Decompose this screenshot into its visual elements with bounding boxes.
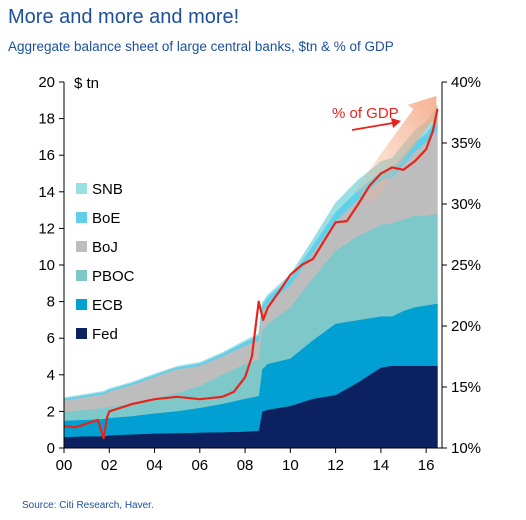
annotation-arrow-head bbox=[391, 118, 401, 128]
x-tick-label: 10 bbox=[282, 457, 299, 474]
x-tick-label: 16 bbox=[418, 457, 435, 474]
legend-swatch-pboc bbox=[76, 270, 87, 281]
x-tick-label: 00 bbox=[56, 457, 73, 474]
y-left-axis-label: $ tn bbox=[74, 75, 99, 92]
x-tick-label: 04 bbox=[146, 457, 163, 474]
annotation-label: % of GDP bbox=[332, 105, 399, 122]
y-right-tick-label: 30% bbox=[451, 196, 481, 213]
legend-swatch-snb bbox=[76, 183, 87, 194]
y-right-tick-label: 40% bbox=[451, 74, 481, 91]
y-left-tick-label: 16 bbox=[38, 147, 55, 164]
x-tick-label: 08 bbox=[237, 457, 254, 474]
chart-title: More and more and more! bbox=[8, 6, 240, 28]
annotation: % of GDP bbox=[332, 105, 401, 131]
source-note: Source: Citi Research, Haver. bbox=[22, 500, 154, 511]
x-tick-label: 06 bbox=[191, 457, 208, 474]
y-left-tick-label: 4 bbox=[47, 367, 55, 384]
legend-label-boj: BoJ bbox=[92, 239, 118, 256]
gdp-line-layer bbox=[63, 108, 439, 440]
y-left-tick-label: 12 bbox=[38, 220, 55, 237]
y-left-tick-label: 2 bbox=[47, 403, 55, 420]
y-left-tick-label: 8 bbox=[47, 294, 55, 311]
trend-arrow bbox=[353, 96, 437, 205]
y-right-tick-label: 35% bbox=[451, 135, 481, 152]
legend-swatch-boe bbox=[76, 212, 87, 223]
x-tick-label: 12 bbox=[327, 457, 344, 474]
trend-arrow-background bbox=[353, 96, 437, 205]
y-left-tick-label: 20 bbox=[38, 74, 55, 91]
legend-label-pboc: PBOC bbox=[92, 268, 135, 285]
legend-swatch-boj bbox=[76, 241, 87, 252]
legend-label-fed: Fed bbox=[92, 326, 118, 343]
y-left-tick-label: 18 bbox=[38, 111, 55, 128]
x-tick-label: 14 bbox=[373, 457, 390, 474]
legend-swatch-fed bbox=[76, 328, 87, 339]
gdp-line bbox=[63, 108, 439, 440]
y-right-tick-label: 15% bbox=[451, 379, 481, 396]
y-left-tick-label: 14 bbox=[38, 184, 55, 201]
area-snb bbox=[63, 105, 438, 399]
y-right-tick-label: 10% bbox=[451, 440, 481, 457]
y-left-tick-label: 0 bbox=[47, 440, 55, 457]
y-left-tick-label: 10 bbox=[38, 257, 55, 274]
x-tick-label: 02 bbox=[101, 457, 118, 474]
y-right-tick-label: 25% bbox=[451, 257, 481, 274]
legend-label-snb: SNB bbox=[92, 181, 123, 198]
annotation-arrow-shaft bbox=[351, 122, 394, 131]
y-left-tick-label: 6 bbox=[47, 330, 55, 347]
chart-subtitle: Aggregate balance sheet of large central… bbox=[8, 39, 394, 54]
legend-swatch-ecb bbox=[76, 299, 87, 310]
legend-label-ecb: ECB bbox=[92, 297, 123, 314]
axes: 0246810121416182010%15%20%25%30%35%40%00… bbox=[38, 74, 481, 474]
y-right-tick-label: 20% bbox=[451, 318, 481, 335]
legend: SNB BoE BoJ PBOC ECB Fed bbox=[76, 181, 135, 343]
legend-label-boe: BoE bbox=[92, 210, 120, 227]
